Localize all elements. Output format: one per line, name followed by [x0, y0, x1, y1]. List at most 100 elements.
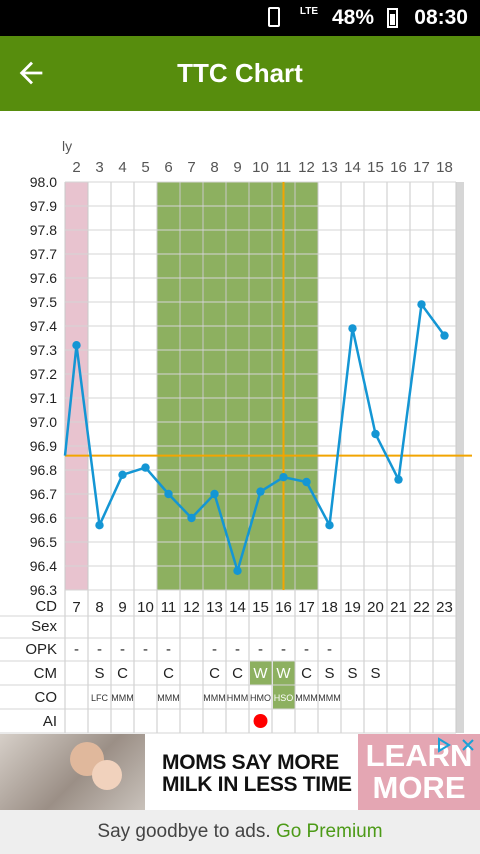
y-tick-label: 97.7	[30, 246, 57, 262]
day-label: 7	[187, 159, 195, 176]
y-tick-label: 97.9	[30, 198, 57, 214]
row-label-sex: Sex	[31, 618, 57, 635]
row-label-cm: CM	[34, 665, 57, 682]
back-arrow-icon[interactable]	[14, 56, 48, 90]
temperature-line	[63, 301, 446, 576]
temperature-point[interactable]	[279, 473, 288, 482]
opk-value: -	[212, 641, 217, 658]
temperature-point[interactable]	[417, 300, 426, 309]
ad-banner[interactable]: MOMS SAY MORE MILK IN LESS TIME LEARN MO…	[0, 734, 480, 810]
cm-highlight	[273, 661, 295, 685]
y-tick-label: 97.6	[30, 270, 57, 286]
cycle-day: 21	[390, 599, 407, 616]
temperature-point[interactable]	[210, 489, 219, 499]
y-tick-label: 96.9	[30, 438, 57, 454]
cm-value: C	[209, 665, 220, 682]
cycle-day: 7	[72, 599, 80, 616]
cm-value: S	[347, 665, 357, 682]
temperature-point[interactable]	[95, 521, 104, 530]
co-highlight	[273, 685, 295, 709]
y-tick-label: 97.2	[30, 366, 57, 382]
day-label: 15	[367, 159, 384, 176]
clock: 08:30	[414, 6, 468, 29]
opk-value: -	[258, 641, 263, 658]
row-label-ai: AI	[43, 713, 57, 730]
footer-text: Say goodbye to ads.	[97, 821, 271, 842]
temperature-point[interactable]	[256, 487, 265, 496]
co-value: MMM	[111, 693, 134, 703]
cycle-day: 8	[95, 599, 103, 616]
opk-value: -	[143, 641, 148, 658]
cycle-day: 20	[367, 599, 384, 616]
cycle-day: 19	[344, 599, 361, 616]
vibrate-icon	[268, 7, 280, 27]
y-tick-label: 96.5	[30, 534, 57, 550]
day-label: 4	[118, 159, 126, 176]
opk-value: -	[120, 641, 125, 658]
cycle-day: 12	[183, 599, 200, 616]
ad-cta-button[interactable]: LEARN MORE	[358, 734, 480, 810]
go-premium-link[interactable]: Go Premium	[275, 821, 383, 842]
temperature-point[interactable]	[348, 324, 357, 333]
page-title: TTC Chart	[177, 58, 303, 88]
y-tick-label: 96.6	[30, 510, 57, 526]
row-label-cd: CD	[35, 598, 57, 615]
temperature-point[interactable]	[394, 475, 403, 484]
cycle-day: 22	[413, 599, 430, 616]
row-label-opk: OPK	[25, 641, 57, 658]
day-label: 16	[390, 159, 407, 176]
period-band	[65, 182, 88, 590]
temperature-point[interactable]	[440, 331, 449, 340]
cycle-day: 10	[137, 599, 154, 616]
co-value: LFC	[91, 693, 109, 703]
cm-value: C	[301, 665, 312, 682]
cm-highlight	[250, 661, 272, 685]
temperature-point[interactable]	[141, 463, 150, 472]
y-tick-label: 97.0	[30, 414, 57, 430]
temperature-point[interactable]	[164, 489, 173, 499]
temperature-point[interactable]	[371, 429, 380, 439]
day-label: 8	[210, 159, 218, 176]
cm-value: S	[370, 665, 380, 682]
co-value: MMM	[157, 693, 180, 703]
ad-image-baby	[92, 760, 122, 790]
y-tick-label: 97.3	[30, 342, 57, 358]
cm-value: S	[94, 665, 104, 682]
temperature-point[interactable]	[325, 521, 334, 530]
cm-value: W	[253, 665, 268, 682]
app-bar: TTC Chart	[0, 36, 480, 111]
cm-value: S	[324, 665, 334, 682]
battery-percent: 48%	[331, 6, 374, 29]
ttc-chart[interactable]: ly2 3 4 5 6 7 8 9 10 11 12 13 14 15 16 17 1898.097.997.8…	[0, 111, 480, 734]
temperature-point[interactable]	[72, 341, 81, 350]
temperature-point[interactable]	[118, 470, 127, 479]
cm-value: C	[117, 665, 128, 682]
temperature-point[interactable]	[302, 477, 311, 487]
cm-value: C	[232, 665, 243, 682]
scroll-edge	[456, 182, 464, 733]
month-label: ly	[62, 138, 72, 154]
opk-value: -	[74, 641, 79, 658]
close-icon[interactable]	[460, 737, 476, 753]
temperature-point[interactable]	[187, 513, 196, 523]
status-bar: LTE 48% 08:30	[0, 0, 480, 36]
day-label: 9	[233, 159, 241, 176]
co-value: MMM	[203, 693, 226, 703]
day-label: 11	[276, 159, 292, 176]
cycle-day: 23	[436, 599, 453, 616]
temperature-point[interactable]	[233, 566, 242, 575]
opk-value: -	[281, 641, 286, 658]
cycle-day: 15	[252, 599, 269, 616]
y-tick-label: 97.1	[30, 390, 57, 406]
ai-dot	[253, 714, 268, 728]
y-tick-label: 96.3	[30, 582, 57, 598]
go-premium-bar[interactable]: Say goodbye to ads. Go Premium	[0, 810, 480, 854]
adchoices-icon[interactable]	[436, 737, 452, 753]
ad-image	[0, 734, 145, 810]
y-tick-label: 97.8	[30, 222, 57, 238]
opk-value: -	[327, 641, 332, 658]
row-label-co: CO	[35, 689, 58, 706]
signal-icon: LTE	[299, 6, 318, 17]
day-label: 10	[252, 159, 269, 176]
co-value: HMM	[227, 693, 249, 703]
